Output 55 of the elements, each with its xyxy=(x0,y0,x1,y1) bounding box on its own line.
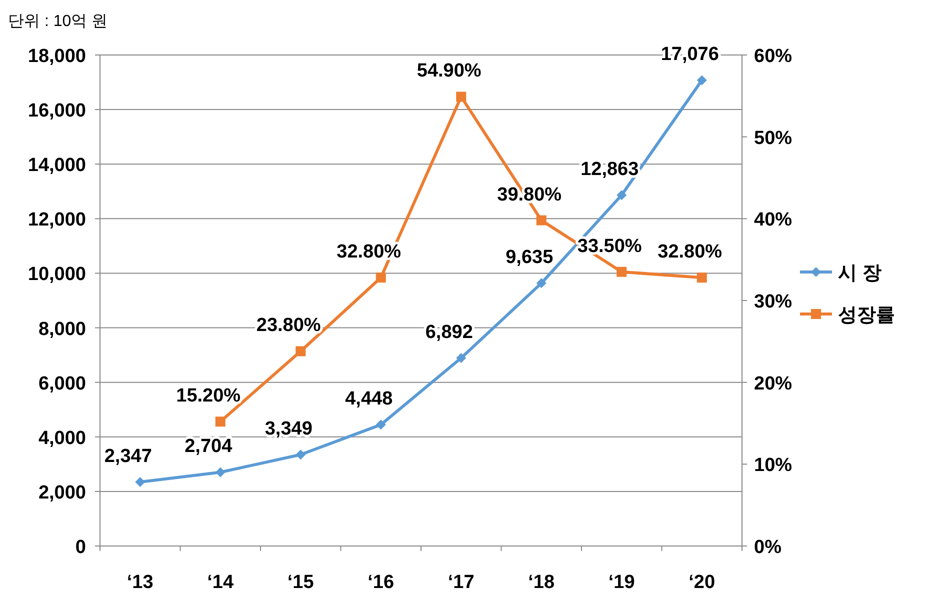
y-tick-label: 16,000 xyxy=(28,100,86,122)
legend-label: 시 장 xyxy=(838,263,882,284)
y2-tick-label: 50% xyxy=(754,128,792,149)
y2-tick-label: 10% xyxy=(754,455,792,476)
data-label: 3,349 xyxy=(264,418,312,440)
y2-tick-label: 0% xyxy=(754,537,782,558)
y-tick-label: 12,000 xyxy=(28,210,86,231)
point xyxy=(456,353,466,363)
point xyxy=(616,190,627,200)
y-tick-label: 14,000 xyxy=(28,155,86,176)
point xyxy=(296,450,306,460)
x-tick-label: ‘15 xyxy=(287,572,314,593)
data-label: 32.80% xyxy=(658,242,722,263)
point xyxy=(376,272,386,283)
x-tick-label: ‘20 xyxy=(688,572,716,593)
y2-tick-label: 30% xyxy=(754,292,792,312)
point xyxy=(536,278,546,288)
x-tick-label: ‘18 xyxy=(528,572,555,593)
y-tick-label: 10,000 xyxy=(28,264,86,286)
y-tick-label: 8,000 xyxy=(38,318,86,340)
x-tick-label: ‘17 xyxy=(448,572,474,593)
y2-tick-label: 60% xyxy=(754,46,792,67)
data-label: 2,347 xyxy=(104,446,152,467)
y2-tick-label: 40% xyxy=(754,210,792,231)
point xyxy=(135,476,146,487)
x-tick-label: ‘14 xyxy=(207,572,234,593)
point xyxy=(215,416,226,427)
y-tick-label: 0 xyxy=(75,537,86,558)
x-tick-label: ‘13 xyxy=(126,572,154,593)
point xyxy=(296,346,306,356)
x-tick-label: ‘16 xyxy=(368,572,394,593)
data-label: 6,892 xyxy=(425,322,473,343)
data-label: 15.20% xyxy=(176,386,241,407)
data-label: 23.80% xyxy=(256,315,321,336)
data-label: 17,076 xyxy=(660,44,719,66)
y-tick-label: 4,000 xyxy=(38,428,86,449)
point xyxy=(376,420,386,430)
point xyxy=(536,215,546,226)
point xyxy=(616,266,627,277)
y2-tick-label: 20% xyxy=(754,373,792,394)
y-tick-label: 18,000 xyxy=(28,46,86,67)
point xyxy=(215,467,226,478)
legend-label: 성장률 xyxy=(838,305,895,326)
x-tick-label: ‘19 xyxy=(608,572,635,593)
data-label: 4,448 xyxy=(345,388,393,410)
data-label: 9,635 xyxy=(506,247,554,268)
data-label: 54.90% xyxy=(416,60,482,82)
text: 단위 : 10억 원 xyxy=(8,13,108,30)
data-label: 12,863 xyxy=(580,159,639,180)
point xyxy=(456,92,466,102)
data-label: 2,704 xyxy=(184,436,233,458)
y-tick-label: 2,000 xyxy=(38,482,86,504)
y-tick-label: 6,000 xyxy=(38,373,86,394)
point xyxy=(696,75,707,86)
point xyxy=(696,272,707,283)
